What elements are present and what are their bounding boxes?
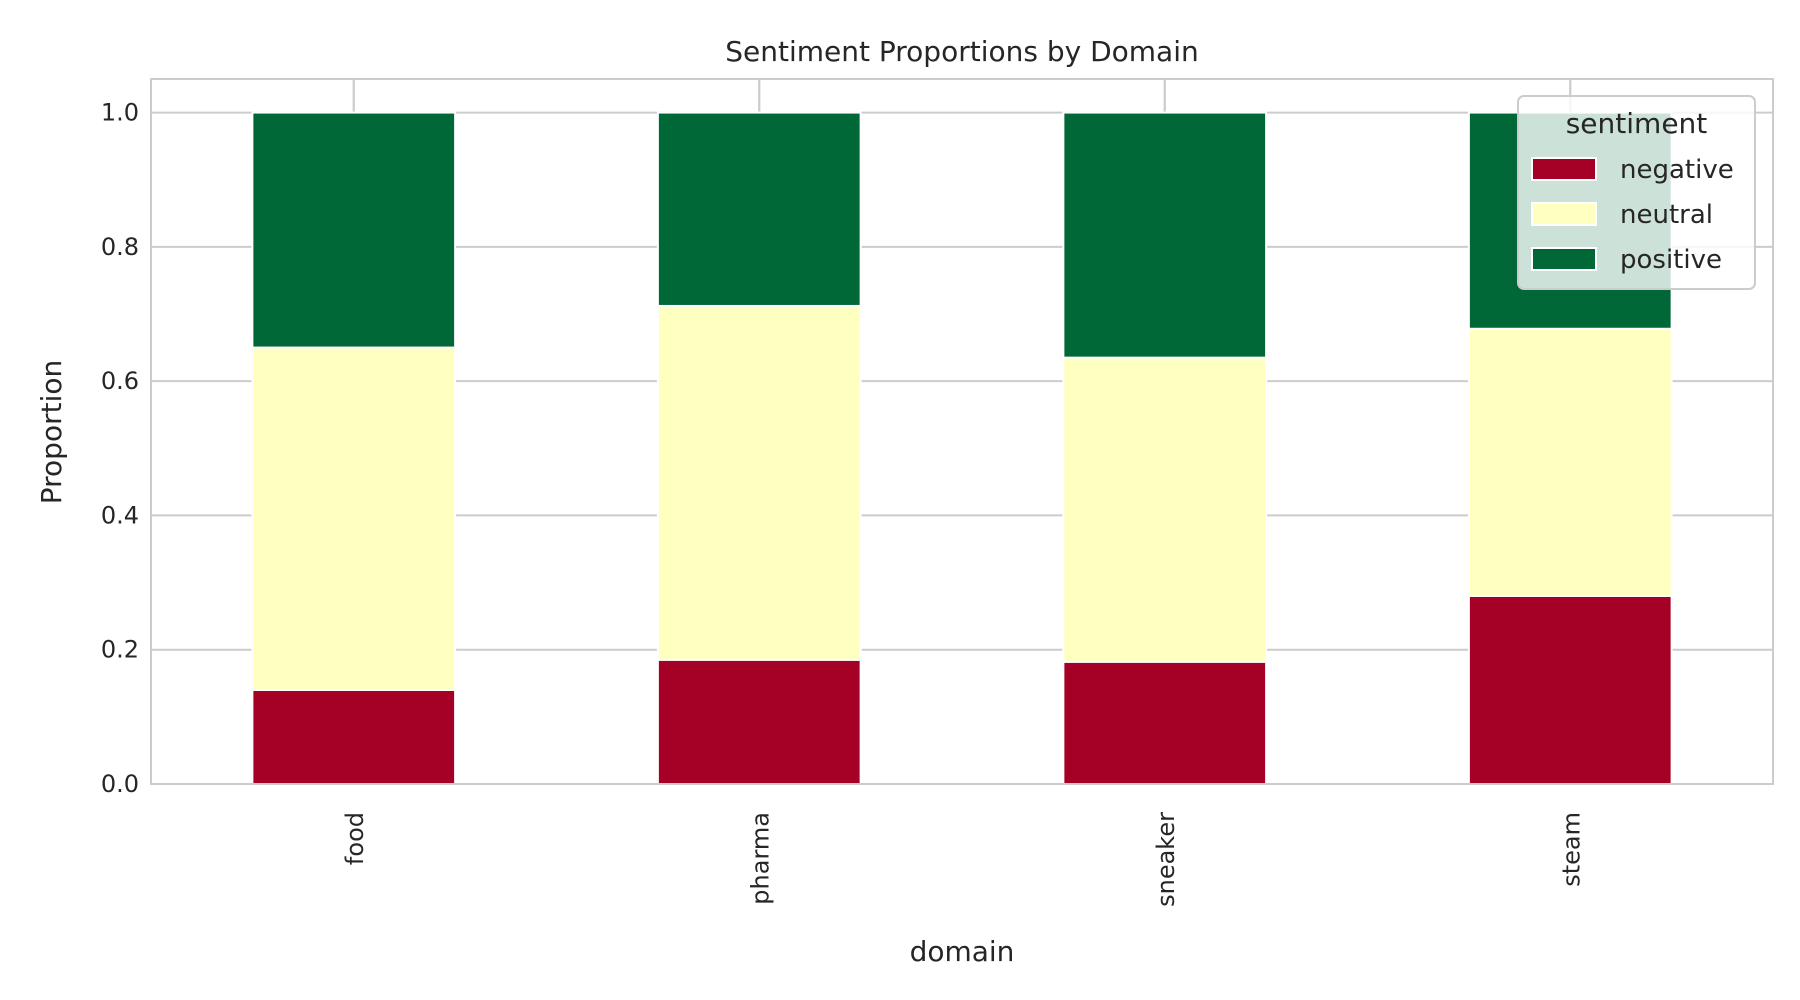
plot-frame xyxy=(150,78,1774,785)
legend-label-positive: positive xyxy=(1620,245,1722,275)
legend-label-neutral: neutral xyxy=(1620,200,1713,230)
y-axis-label: Proportion xyxy=(35,360,68,504)
legend: sentiment negative neutral positive xyxy=(1517,95,1756,290)
bar-pharma-negative xyxy=(656,658,862,785)
legend-swatch-positive xyxy=(1531,247,1597,271)
x-axis-label: domain xyxy=(910,935,1015,968)
bar-sneaker-neutral xyxy=(1062,356,1268,663)
bar-pharma-neutral xyxy=(656,304,862,661)
y-tick-label: 0.4 xyxy=(101,501,139,529)
y-tick-label: 0.6 xyxy=(101,367,139,395)
legend-swatch-negative xyxy=(1531,157,1597,181)
chart-title: Sentiment Proportions by Domain xyxy=(725,35,1198,68)
x-tick-label: sneaker xyxy=(1152,812,1180,907)
x-tick-label: food xyxy=(341,812,369,865)
y-axis: 0.0 0.2 0.4 0.6 0.8 1.0 xyxy=(101,99,139,798)
y-tick-label: 0.0 xyxy=(101,770,139,798)
y-tick-label: 0.8 xyxy=(101,233,139,261)
bar-food-positive xyxy=(251,111,457,349)
bar-pharma-positive xyxy=(656,111,862,307)
bar-steam-neutral xyxy=(1467,327,1673,597)
bar-steam-negative xyxy=(1467,595,1673,785)
bar-food-neutral xyxy=(251,346,457,691)
y-tick-label: 1.0 xyxy=(101,99,139,127)
x-axis: food pharma sneaker steam xyxy=(341,812,1586,907)
bar-sneaker-negative xyxy=(1062,660,1268,785)
bars xyxy=(251,111,1673,785)
legend-label-negative: negative xyxy=(1620,155,1734,185)
legend-box xyxy=(1517,95,1756,290)
x-tick-label: pharma xyxy=(746,812,774,905)
bar-sneaker-positive xyxy=(1062,111,1268,359)
legend-swatch-neutral xyxy=(1531,202,1597,226)
legend-title: sentiment xyxy=(1566,107,1708,140)
x-tick-label: steam xyxy=(1557,812,1585,887)
bar-food-negative xyxy=(251,689,457,785)
y-tick-label: 0.2 xyxy=(101,636,139,664)
